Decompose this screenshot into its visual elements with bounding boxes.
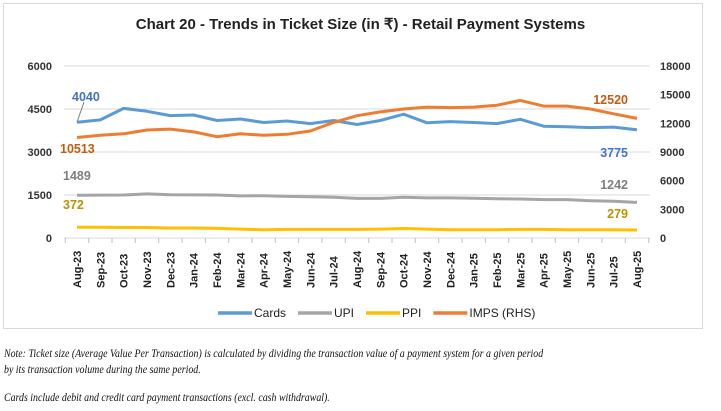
series-line-imps-rhs- [76,98,638,139]
note-line-2: by its transaction volume during the sam… [4,364,201,376]
x-tick-label: Jan-24 [189,252,201,288]
left-tick-label: 0 [46,233,52,245]
start-data-label: 1489 [63,169,91,183]
right-tick-label: 3000 [660,204,684,216]
right-tick-label: 12000 [660,118,691,130]
x-tick-label: Nov-23 [142,251,154,288]
x-tick-label: May-25 [562,251,574,288]
x-tick-label: Mar-24 [235,252,247,288]
x-tick-label: Dec-23 [165,252,177,288]
left-tick-label: 3000 [28,147,52,159]
x-tick-label: Oct-24 [399,253,411,288]
x-tick-label: Jul-25 [609,256,621,288]
x-tick-label: Sep-23 [95,252,107,288]
legend-label: PPI [402,306,421,320]
x-tick-label: Aug-24 [352,250,364,288]
chart-title: Chart 20 - Trends in Ticket Size (in ₹) … [135,16,586,33]
left-tick-label: 6000 [28,61,52,73]
x-tick-label: May-24 [282,250,294,288]
series-line-cards [76,106,638,132]
x-tick-label: Aug-25 [632,251,644,288]
x-tick-label: Jun-24 [305,252,317,288]
chart-frame [3,3,703,329]
left-tick-label: 1500 [28,190,52,202]
x-tick-label: Mar-25 [515,253,527,288]
x-tick-label: Aug-23 [72,251,84,288]
line-chart: 0 1500 3000 4500 6000 0 3000 6000 9000 12000 15000… [28,61,691,320]
end-data-label: 12520 [593,93,628,107]
legend-label: IMPS (RHS) [469,306,535,320]
start-data-label: 10513 [60,142,95,156]
legend-label: UPI [334,306,354,320]
note-line-1: Note: Ticket size (Average Value Per Tra… [4,348,544,360]
x-tick-label: Dec-24 [445,251,457,288]
right-tick-label: 18000 [660,61,691,73]
x-tick-label: Feb-24 [212,252,224,288]
x-tick-label: Jul-24 [329,255,341,288]
start-data-label: 372 [63,198,84,212]
x-tick-label: Apr-24 [259,252,271,288]
left-tick-label: 4500 [28,104,52,116]
x-tick-label: Oct-23 [119,254,131,288]
series-line-ppi [77,225,638,232]
series-line-upi [76,192,638,204]
x-tick-label: Feb-25 [492,253,504,288]
end-data-label: 1242 [600,178,628,192]
x-tick-label: Sep-24 [375,251,387,288]
right-tick-label: 9000 [660,147,684,159]
start-data-label: 4040 [72,90,100,104]
end-data-label: 279 [607,207,628,221]
end-data-label: 3775 [600,146,628,160]
leader-line [76,101,85,123]
x-tick-label: Apr-25 [539,253,551,288]
x-tick-label: Nov-24 [422,250,434,288]
right-tick-label: 15000 [660,90,691,102]
x-tick-label: Jun-25 [585,253,597,288]
right-tick-label: 6000 [660,176,684,188]
right-tick-label: 0 [660,233,666,245]
legend-label: Cards [254,306,286,320]
x-tick-label: Jan-25 [469,253,481,288]
note-cards: Cards include debit and credit card paym… [4,392,330,404]
